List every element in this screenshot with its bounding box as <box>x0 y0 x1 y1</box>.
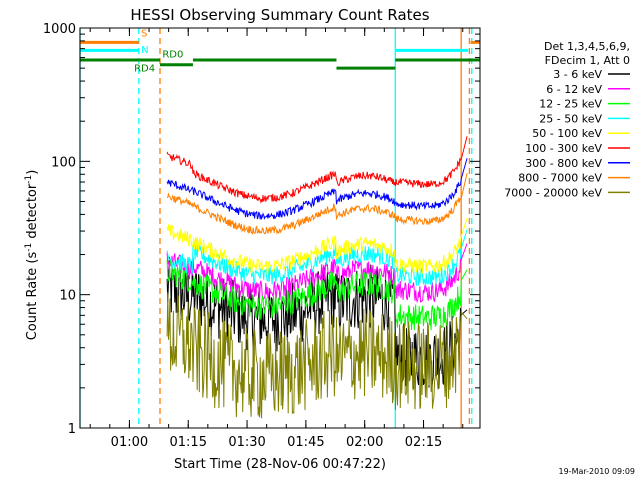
chart-title: HESSI Observing Summary Count Rates <box>130 6 429 24</box>
series-line-7 <box>166 173 468 236</box>
annotation-rd0: RD0 <box>162 50 183 61</box>
series-line-6 <box>166 158 468 221</box>
legend-label-1: 6 - 12 keV <box>546 83 602 96</box>
legend-header-1: FDecim 1, Att 0 <box>545 54 630 67</box>
series-line-5 <box>166 136 468 204</box>
series-line-4 <box>166 218 468 276</box>
legend-label-0: 3 - 6 keV <box>553 68 602 81</box>
legend-label-2: 12 - 25 keV <box>539 98 602 111</box>
legend-header-0: Det 1,3,4,5,6,9, <box>544 40 630 53</box>
annotation-rd4: RD4 <box>134 64 155 75</box>
annotation-n: N <box>141 45 148 56</box>
legend-label-4: 50 - 100 keV <box>532 127 602 140</box>
series-line-1 <box>166 243 468 303</box>
x-tick-label-3: 01:45 <box>287 435 324 450</box>
legend-label-8: 7000 - 20000 keV <box>504 186 602 199</box>
footer-timestamp: 19-Mar-2010 09:09 <box>559 467 636 476</box>
legend: Det 1,3,4,5,6,9,FDecim 1, Att 03 - 6 keV… <box>504 40 630 199</box>
legend-label-3: 25 - 50 keV <box>539 112 602 125</box>
x-tick-label-2: 01:30 <box>228 435 265 450</box>
svg-text:Count Rate (s-1 detector-1): Count Rate (s-1 detector-1) <box>24 170 40 341</box>
legend-label-6: 300 - 800 keV <box>525 157 602 170</box>
annotation-s: S <box>141 29 147 40</box>
y-tick-label-2: 100 <box>51 155 76 170</box>
x-tick-label-0: 01:00 <box>111 435 148 450</box>
x-tick-label-4: 02:00 <box>346 435 383 450</box>
axes: 1 10 100 1000 01:00 01:15 01:30 01:45 02:00 02:15 <box>43 22 481 450</box>
y-tick-label-3: 1000 <box>43 22 76 37</box>
legend-label-7: 800 - 7000 keV <box>518 172 602 185</box>
legend-label-5: 100 - 300 keV <box>525 142 602 155</box>
y-axis-label: Count Rate (s-1 detector-1) <box>24 170 40 341</box>
series-line-8 <box>166 292 468 419</box>
x-tick-label-5: 02:15 <box>405 435 442 450</box>
x-tick-label-1: 01:15 <box>170 435 207 450</box>
x-axis-label: Start Time (28-Nov-06 00:47:22) <box>174 457 386 472</box>
y-tick-label-0: 1 <box>68 422 76 437</box>
series-line-2 <box>166 259 468 331</box>
plot-area: SN RD4 RD0 <box>79 28 480 428</box>
y-tick-label-1: 10 <box>59 289 76 304</box>
plot-frame <box>79 27 481 429</box>
